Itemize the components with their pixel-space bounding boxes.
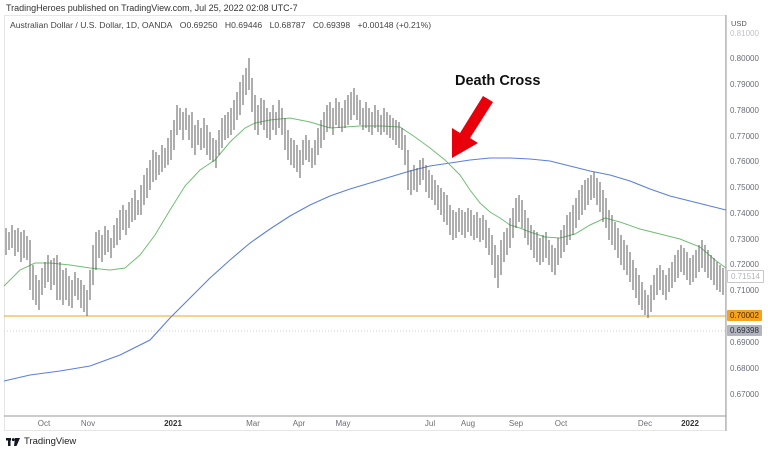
price-tick: 0.73000 bbox=[730, 235, 759, 244]
time-tick: Dec bbox=[637, 419, 653, 428]
price-tick: 0.77000 bbox=[730, 132, 759, 141]
ohlc-high: H0.69446 bbox=[224, 20, 263, 30]
price-tick: 0.74000 bbox=[730, 209, 759, 218]
currency-label: USD bbox=[731, 19, 747, 28]
price-tick: 0.67000 bbox=[730, 390, 759, 399]
time-tick: May bbox=[335, 419, 351, 428]
price-tick: 0.71000 bbox=[730, 286, 759, 295]
ma-200-line[interactable] bbox=[3, 157, 727, 382]
candlesticks[interactable] bbox=[5, 58, 724, 318]
symbol-name[interactable]: Australian Dollar / U.S. Dollar, 1D, OAN… bbox=[10, 20, 173, 30]
time-tick: Apr bbox=[292, 419, 306, 428]
price-tick: 0.68000 bbox=[730, 364, 759, 373]
ohlc-low: L0.68787 bbox=[269, 20, 306, 30]
death-cross-arrow-icon bbox=[452, 96, 493, 158]
time-tick: Nov bbox=[80, 419, 96, 428]
price-tick: 0.76000 bbox=[730, 157, 759, 166]
publisher-info: TradingHeroes published on TradingView.c… bbox=[6, 3, 298, 13]
time-tick: 2021 bbox=[164, 419, 182, 428]
time-tick: Oct bbox=[554, 419, 568, 428]
ohlc-close: C0.69398 bbox=[312, 20, 351, 30]
time-axis[interactable]: Oct Nov 2021 Mar Apr May Jul Aug Sep Oct… bbox=[4, 416, 726, 431]
ma-value-tag: 0.71514 bbox=[727, 270, 764, 283]
tradingview-logo-icon bbox=[6, 437, 20, 446]
price-tick: 0.75000 bbox=[730, 183, 759, 192]
price-tick: 0.80000 bbox=[730, 54, 759, 63]
time-tick: Jul bbox=[424, 419, 436, 428]
support-price-tag: 0.70002 bbox=[727, 310, 762, 321]
price-axis[interactable]: 0.81000 0.80000 0.79000 0.78000 0.77000 … bbox=[726, 15, 768, 431]
tradingview-brand[interactable]: TradingView bbox=[24, 436, 77, 447]
footer: TradingView bbox=[6, 436, 76, 447]
ma-50-line[interactable] bbox=[3, 117, 727, 287]
death-cross-label: Death Cross bbox=[455, 73, 541, 89]
time-tick: Aug bbox=[460, 419, 476, 428]
time-tick: 2022 bbox=[681, 419, 699, 428]
time-tick: Sep bbox=[508, 419, 524, 428]
price-tick: 0.79000 bbox=[730, 80, 759, 89]
symbol-legend: Australian Dollar / U.S. Dollar, 1D, OAN… bbox=[10, 20, 436, 30]
ohlc-open: O0.69250 bbox=[179, 20, 218, 30]
price-tick: 0.78000 bbox=[730, 106, 759, 115]
last-price-tag: 0.69398 bbox=[727, 325, 762, 336]
time-tick: Oct bbox=[37, 419, 51, 428]
time-tick: Mar bbox=[246, 419, 260, 428]
ohlc-change: +0.00148 (+0.21%) bbox=[357, 20, 432, 30]
price-tick: 0.69000 bbox=[730, 338, 759, 347]
price-tick: 0.81000 bbox=[730, 29, 759, 38]
price-tick: 0.72000 bbox=[730, 260, 759, 269]
